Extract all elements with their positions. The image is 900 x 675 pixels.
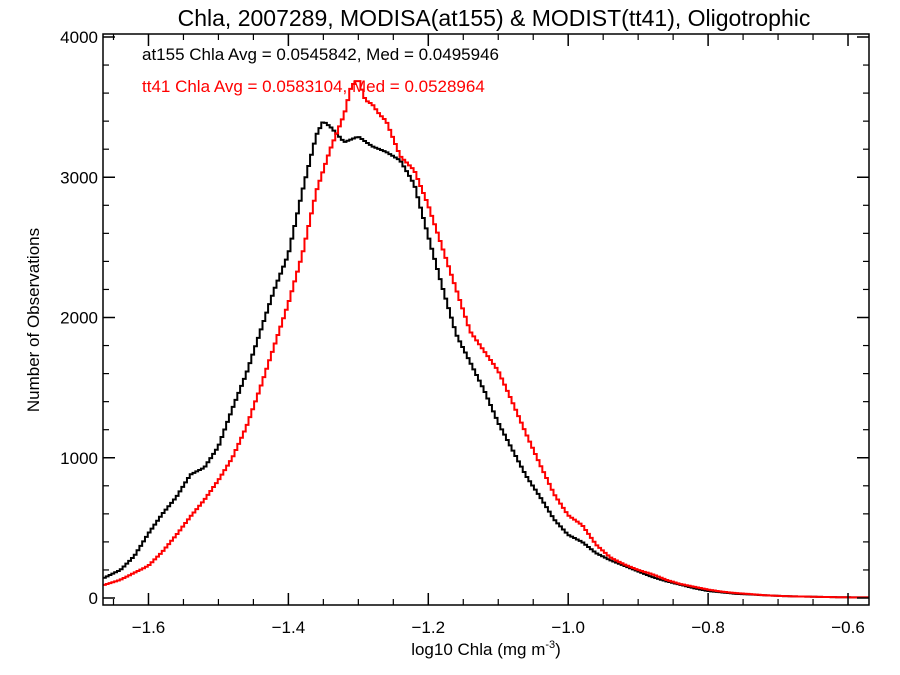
y-tick-label: 4000 [60, 28, 98, 47]
x-tick-label: −1.2 [412, 618, 446, 637]
x-axis-label-superscript: -3 [545, 639, 555, 651]
series-line-0 [103, 121, 869, 599]
x-tick-label: −1.6 [132, 618, 166, 637]
x-tick-label: −0.6 [831, 618, 865, 637]
annotation-at155-stats: at155 Chla Avg = 0.0545842, Med = 0.0495… [142, 45, 499, 64]
annotation-tt41-stats: tt41 Chla Avg = 0.0583104, Med = 0.05289… [142, 77, 485, 96]
y-tick-label: 0 [89, 589, 98, 608]
x-tick-label: −0.8 [691, 618, 725, 637]
plot-frame [102, 33, 870, 606]
x-tick-label: −1.0 [551, 618, 585, 637]
x-axis-label-close: ) [555, 640, 561, 659]
x-axis-label: log10 Chla (mg m-3) [411, 639, 561, 659]
y-tick-label: 3000 [60, 168, 98, 187]
x-axis-label-main: log10 Chla (mg m [411, 640, 545, 659]
x-tick-label: −1.4 [272, 618, 306, 637]
chart-title: Chla, 2007289, MODISA(at155) & MODIST(tt… [178, 5, 811, 31]
tick-layer: −1.6 −1.4 −1.2 −1.0 −0.8 −0.6 0 1000 2000 3000 400… [60, 28, 869, 637]
y-axis-label: Number of Observations [24, 228, 43, 412]
y-tick-label: 2000 [60, 309, 98, 328]
y-tick-label: 1000 [60, 449, 98, 468]
series-layer [103, 80, 869, 599]
series-line-1 [103, 80, 869, 599]
